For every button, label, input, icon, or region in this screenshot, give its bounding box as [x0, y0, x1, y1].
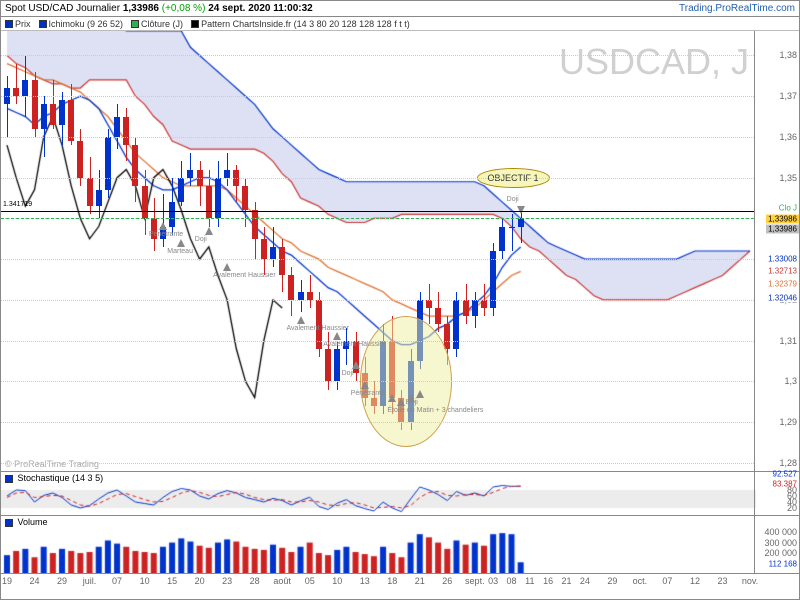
- pattern-label: Marteau: [167, 248, 193, 255]
- x-tick: sept.: [465, 576, 485, 586]
- hdr-pct: (+0,08 %): [162, 3, 206, 14]
- stoch-canvas: [1, 472, 756, 516]
- pattern-arrow: [416, 390, 424, 398]
- pattern-label: Doji: [507, 196, 519, 203]
- x-tick: 08: [506, 576, 516, 586]
- stoch-yaxis: 8060402092.52783.387: [754, 472, 799, 516]
- pattern-label: Pénétrante: [149, 231, 183, 238]
- x-tick: 23: [717, 576, 727, 586]
- stochastic-panel[interactable]: Stochastique (14 3 5) 8060402092.52783.3…: [1, 471, 799, 515]
- x-tick: 21: [562, 576, 572, 586]
- x-tick: 12: [690, 576, 700, 586]
- legend-item: Pattern ChartsInside.fr (14 3 80 20 128 …: [191, 19, 410, 29]
- x-tick: juil.: [83, 576, 97, 586]
- pattern-arrow: [517, 206, 525, 214]
- x-tick: 18: [387, 576, 397, 586]
- x-tick: 24: [580, 576, 590, 586]
- x-tick: août: [273, 576, 291, 586]
- x-tick: oct.: [633, 576, 648, 586]
- x-tick: 16: [543, 576, 553, 586]
- pattern-arrow: [159, 222, 167, 230]
- hdr-date: 24 sept. 2020 11:00:32: [208, 3, 313, 14]
- copyright: © ProRealTime Trading: [5, 459, 99, 469]
- x-tick: 10: [332, 576, 342, 586]
- pattern-arrow: [205, 227, 213, 235]
- pattern-arrow: [352, 361, 360, 369]
- x-tick: 07: [662, 576, 672, 586]
- brand-link[interactable]: Trading.ProRealTime.com: [679, 3, 795, 14]
- pattern-label: Avalement Haussier: [213, 272, 276, 279]
- legend-bar: Prix Ichimoku (9 26 52) Clôture (J) Pattern…: [1, 17, 799, 31]
- vol-canvas: [1, 516, 756, 574]
- pattern-label: Doji: [195, 236, 207, 243]
- header: Spot USD/CAD Journalier 1,33986 (+0,08 %…: [1, 1, 799, 17]
- x-tick: 24: [30, 576, 40, 586]
- main-chart[interactable]: USDCAD, J Pénétrant: [1, 31, 799, 471]
- legend-item: Clôture (J): [131, 19, 183, 29]
- x-tick: 11: [525, 576, 534, 586]
- legend-item: Ichimoku (9 26 52): [39, 19, 124, 29]
- x-tick: 29: [57, 576, 67, 586]
- pattern-label: Avalement Haussier: [287, 325, 350, 332]
- x-tick: 15: [167, 576, 177, 586]
- x-tick: 10: [140, 576, 150, 586]
- x-tick: 26: [442, 576, 452, 586]
- pattern-label: Pénétrante: [351, 390, 385, 397]
- x-tick: 05: [305, 576, 315, 586]
- pattern-arrow: [397, 398, 405, 406]
- x-tick: 20: [195, 576, 205, 586]
- vol-yaxis: 400 000300 000200 000112 168: [754, 516, 799, 574]
- volume-panel[interactable]: Volume 400 000300 000200 000112 168: [1, 515, 799, 573]
- x-tick: 03: [488, 576, 498, 586]
- x-tick: 07: [112, 576, 122, 586]
- header-title: Spot USD/CAD Journalier 1,33986 (+0,08 %…: [5, 3, 313, 14]
- hdr-price: 1,33986: [123, 3, 159, 14]
- x-tick: 19: [2, 576, 12, 586]
- pattern-arrow: [177, 239, 185, 247]
- pattern-arrow: [388, 394, 396, 402]
- pattern-arrow: [361, 381, 369, 389]
- x-tick: 21: [415, 576, 425, 586]
- y-axis: 1,381,371,361,351,341,331,321,311,31,291…: [754, 31, 799, 471]
- x-tick: nov.: [742, 576, 758, 586]
- x-axis: 19 24 29 juil. 07 10 15 20 23 28 août 05 10 13 18 21 26 s…: [1, 573, 799, 589]
- x-tick: 28: [250, 576, 260, 586]
- x-tick: 13: [360, 576, 370, 586]
- pattern-label: Doji: [406, 399, 418, 406]
- pattern-label: Avalement Haussier: [323, 341, 386, 348]
- pattern-label: Doji: [342, 370, 354, 377]
- x-tick: 29: [607, 576, 617, 586]
- pattern-label: Étoile du Matin + 3 chandeliers: [387, 407, 483, 414]
- pattern-arrow: [333, 332, 341, 340]
- hdr-pair: Spot USD/CAD Journalier: [5, 3, 120, 14]
- x-tick: 23: [222, 576, 232, 586]
- legend-item: Prix: [5, 19, 31, 29]
- pattern-arrow: [297, 316, 305, 324]
- pattern-arrow: [223, 263, 231, 271]
